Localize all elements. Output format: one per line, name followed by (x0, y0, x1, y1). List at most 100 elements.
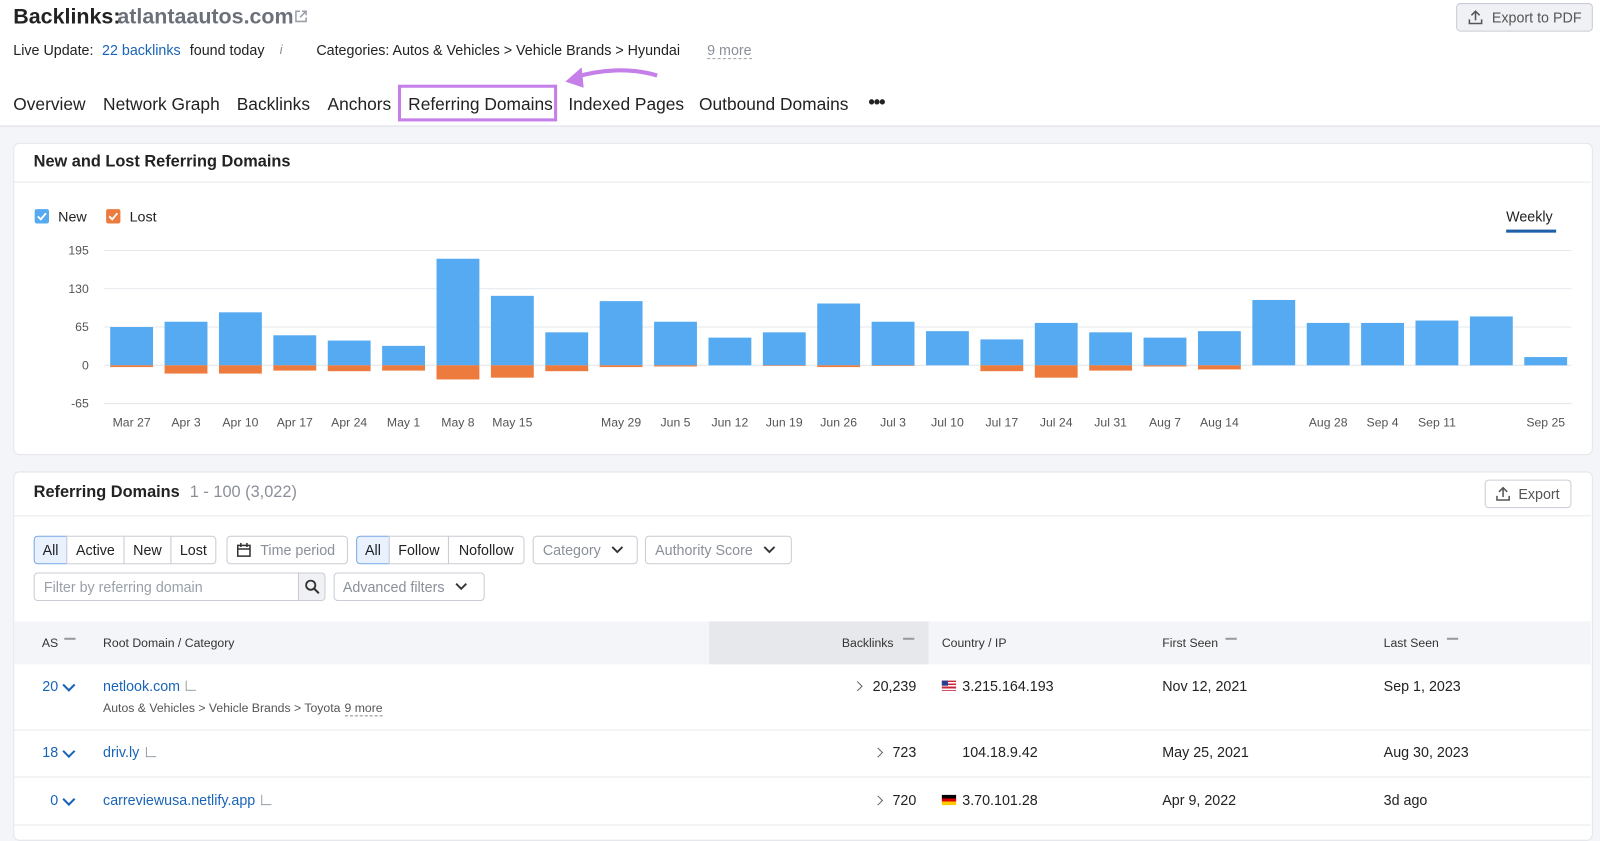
search-icon (304, 579, 319, 594)
search-button[interactable] (297, 572, 326, 602)
tab[interactable]: Anchors (327, 94, 392, 115)
arrow (565, 67, 658, 88)
domains-title: Referring Domains (33, 483, 180, 502)
column-header[interactable]: Root Domain / Category (103, 635, 235, 650)
flag (941, 680, 957, 691)
tab[interactable]: Outbound Domains (698, 94, 849, 115)
advanced-filters[interactable]: Advanced filters (333, 572, 485, 602)
filter-option[interactable]: Active (66, 535, 125, 565)
export-button[interactable]: Export (1484, 479, 1572, 509)
y-tick-label: 130 (68, 282, 89, 296)
tab[interactable]: Referring Domains (408, 94, 553, 115)
bar (164, 321, 208, 366)
row-divider (14, 776, 1591, 778)
backlinks[interactable]: 720 (892, 791, 917, 808)
x-tick-label: Apr 17 (277, 416, 313, 430)
column-header[interactable]: Backlinks (841, 635, 894, 650)
bar (490, 365, 534, 378)
bar (1089, 332, 1133, 366)
bar (1415, 320, 1459, 366)
bar (599, 365, 643, 368)
last-seen: Sep 1, 2023 (1383, 677, 1461, 694)
period-underline (1506, 229, 1557, 233)
sort-icon[interactable] (64, 637, 76, 649)
export-pdf-label: Export to PDF (1491, 9, 1582, 26)
found-today: found today (189, 41, 265, 59)
root-domain[interactable]: netlook.com (103, 677, 181, 694)
backlinks[interactable]: 20,239 (872, 677, 917, 694)
root-domain[interactable]: carreviewusa.netlify.app (103, 791, 256, 808)
domain-search-input[interactable]: Filter by referring domain (33, 572, 299, 602)
filter-option[interactable]: Lost (170, 535, 217, 565)
backlinks[interactable]: 723 (892, 743, 917, 761)
flag-canton (941, 680, 948, 686)
sort-icon[interactable] (903, 637, 915, 649)
x-tick-label: Apr 24 (331, 416, 367, 430)
column-header[interactable]: Last Seen (1383, 635, 1439, 650)
divider (14, 515, 1591, 517)
bar (817, 365, 861, 368)
tab[interactable]: Backlinks (236, 94, 311, 115)
category-dropdown[interactable]: Category (532, 535, 638, 565)
time-period-label: Time period (260, 541, 336, 559)
column-header[interactable]: AS (41, 635, 59, 650)
tab[interactable]: Indexed Pages (568, 94, 685, 115)
root-domain[interactable]: driv.ly (103, 743, 140, 761)
bar (1197, 331, 1241, 366)
bar (871, 321, 915, 366)
authority-score[interactable]: 0 (50, 791, 59, 808)
x-tick-label: Jul 3 (880, 416, 906, 430)
row-divider (14, 729, 1591, 731)
chart-panel-title: New and Lost Referring Domains (33, 153, 291, 171)
column-header[interactable]: Country / IP (941, 635, 1007, 650)
more-categories[interactable]: 9 more (707, 41, 752, 60)
chart: -65 0 65 130 195 New Lost Mar 27 Apr 3 Apr 10 Apr … (34, 209, 1572, 430)
x-tick-label: May 29 (601, 416, 641, 430)
advanced-label: Advanced filters (342, 578, 445, 595)
category-label: Category (542, 541, 601, 559)
backlinks-count-link[interactable]: 22 backlinks (102, 41, 181, 59)
x-tick-label: Jul 24 (1040, 416, 1073, 430)
sort-icon[interactable] (1446, 637, 1459, 649)
bar (708, 337, 752, 366)
time-period-button[interactable]: Time period (226, 535, 348, 565)
sorted-column (709, 621, 929, 665)
more-categories[interactable]: 9 more (344, 701, 383, 717)
bar (218, 312, 262, 366)
bar (436, 258, 480, 366)
bar (1361, 322, 1404, 366)
highlight-box (397, 84, 558, 122)
bar (436, 365, 480, 380)
sort-icon[interactable] (1225, 637, 1237, 649)
domain[interactable]: atlantaautos.com (117, 5, 294, 29)
filter-option[interactable]: All (33, 535, 68, 565)
filter-option[interactable]: Follow (388, 535, 449, 565)
external-icon (261, 794, 272, 805)
chevron (455, 583, 467, 591)
tab[interactable]: Network Graph (103, 94, 220, 115)
x-tick-label: Aug 7 (1149, 416, 1181, 430)
external-icon (186, 680, 197, 691)
period-toggle[interactable]: Weekly (1506, 208, 1553, 225)
authority-score[interactable]: 18 (42, 743, 59, 761)
x-tick-label: Apr 3 (171, 416, 200, 430)
ip: 3.70.101.28 (962, 791, 1038, 808)
external-icon (145, 746, 156, 758)
column-header[interactable]: First Seen (1162, 635, 1219, 650)
last-seen: 3d ago (1383, 791, 1428, 808)
bar (654, 365, 697, 367)
filter-option[interactable]: All (356, 535, 390, 565)
tab[interactable]: Overview (13, 94, 86, 115)
export-pdf-button[interactable]: Export to PDF (1456, 3, 1593, 32)
more-tabs[interactable]: ••• (868, 91, 885, 113)
authority-dropdown[interactable]: Authority Score (644, 535, 792, 565)
filter-option[interactable]: New (123, 535, 172, 565)
x-tick-label: Jul 31 (1094, 416, 1127, 430)
calendar-icon (236, 542, 251, 557)
authority-score[interactable]: 20 (42, 677, 59, 694)
x-tick-label: Mar 27 (113, 416, 151, 430)
filter-option[interactable]: Nofollow (447, 535, 525, 565)
info-icon: i (279, 41, 283, 58)
legend-label: Lost (130, 209, 157, 225)
row-divider (14, 824, 1591, 826)
